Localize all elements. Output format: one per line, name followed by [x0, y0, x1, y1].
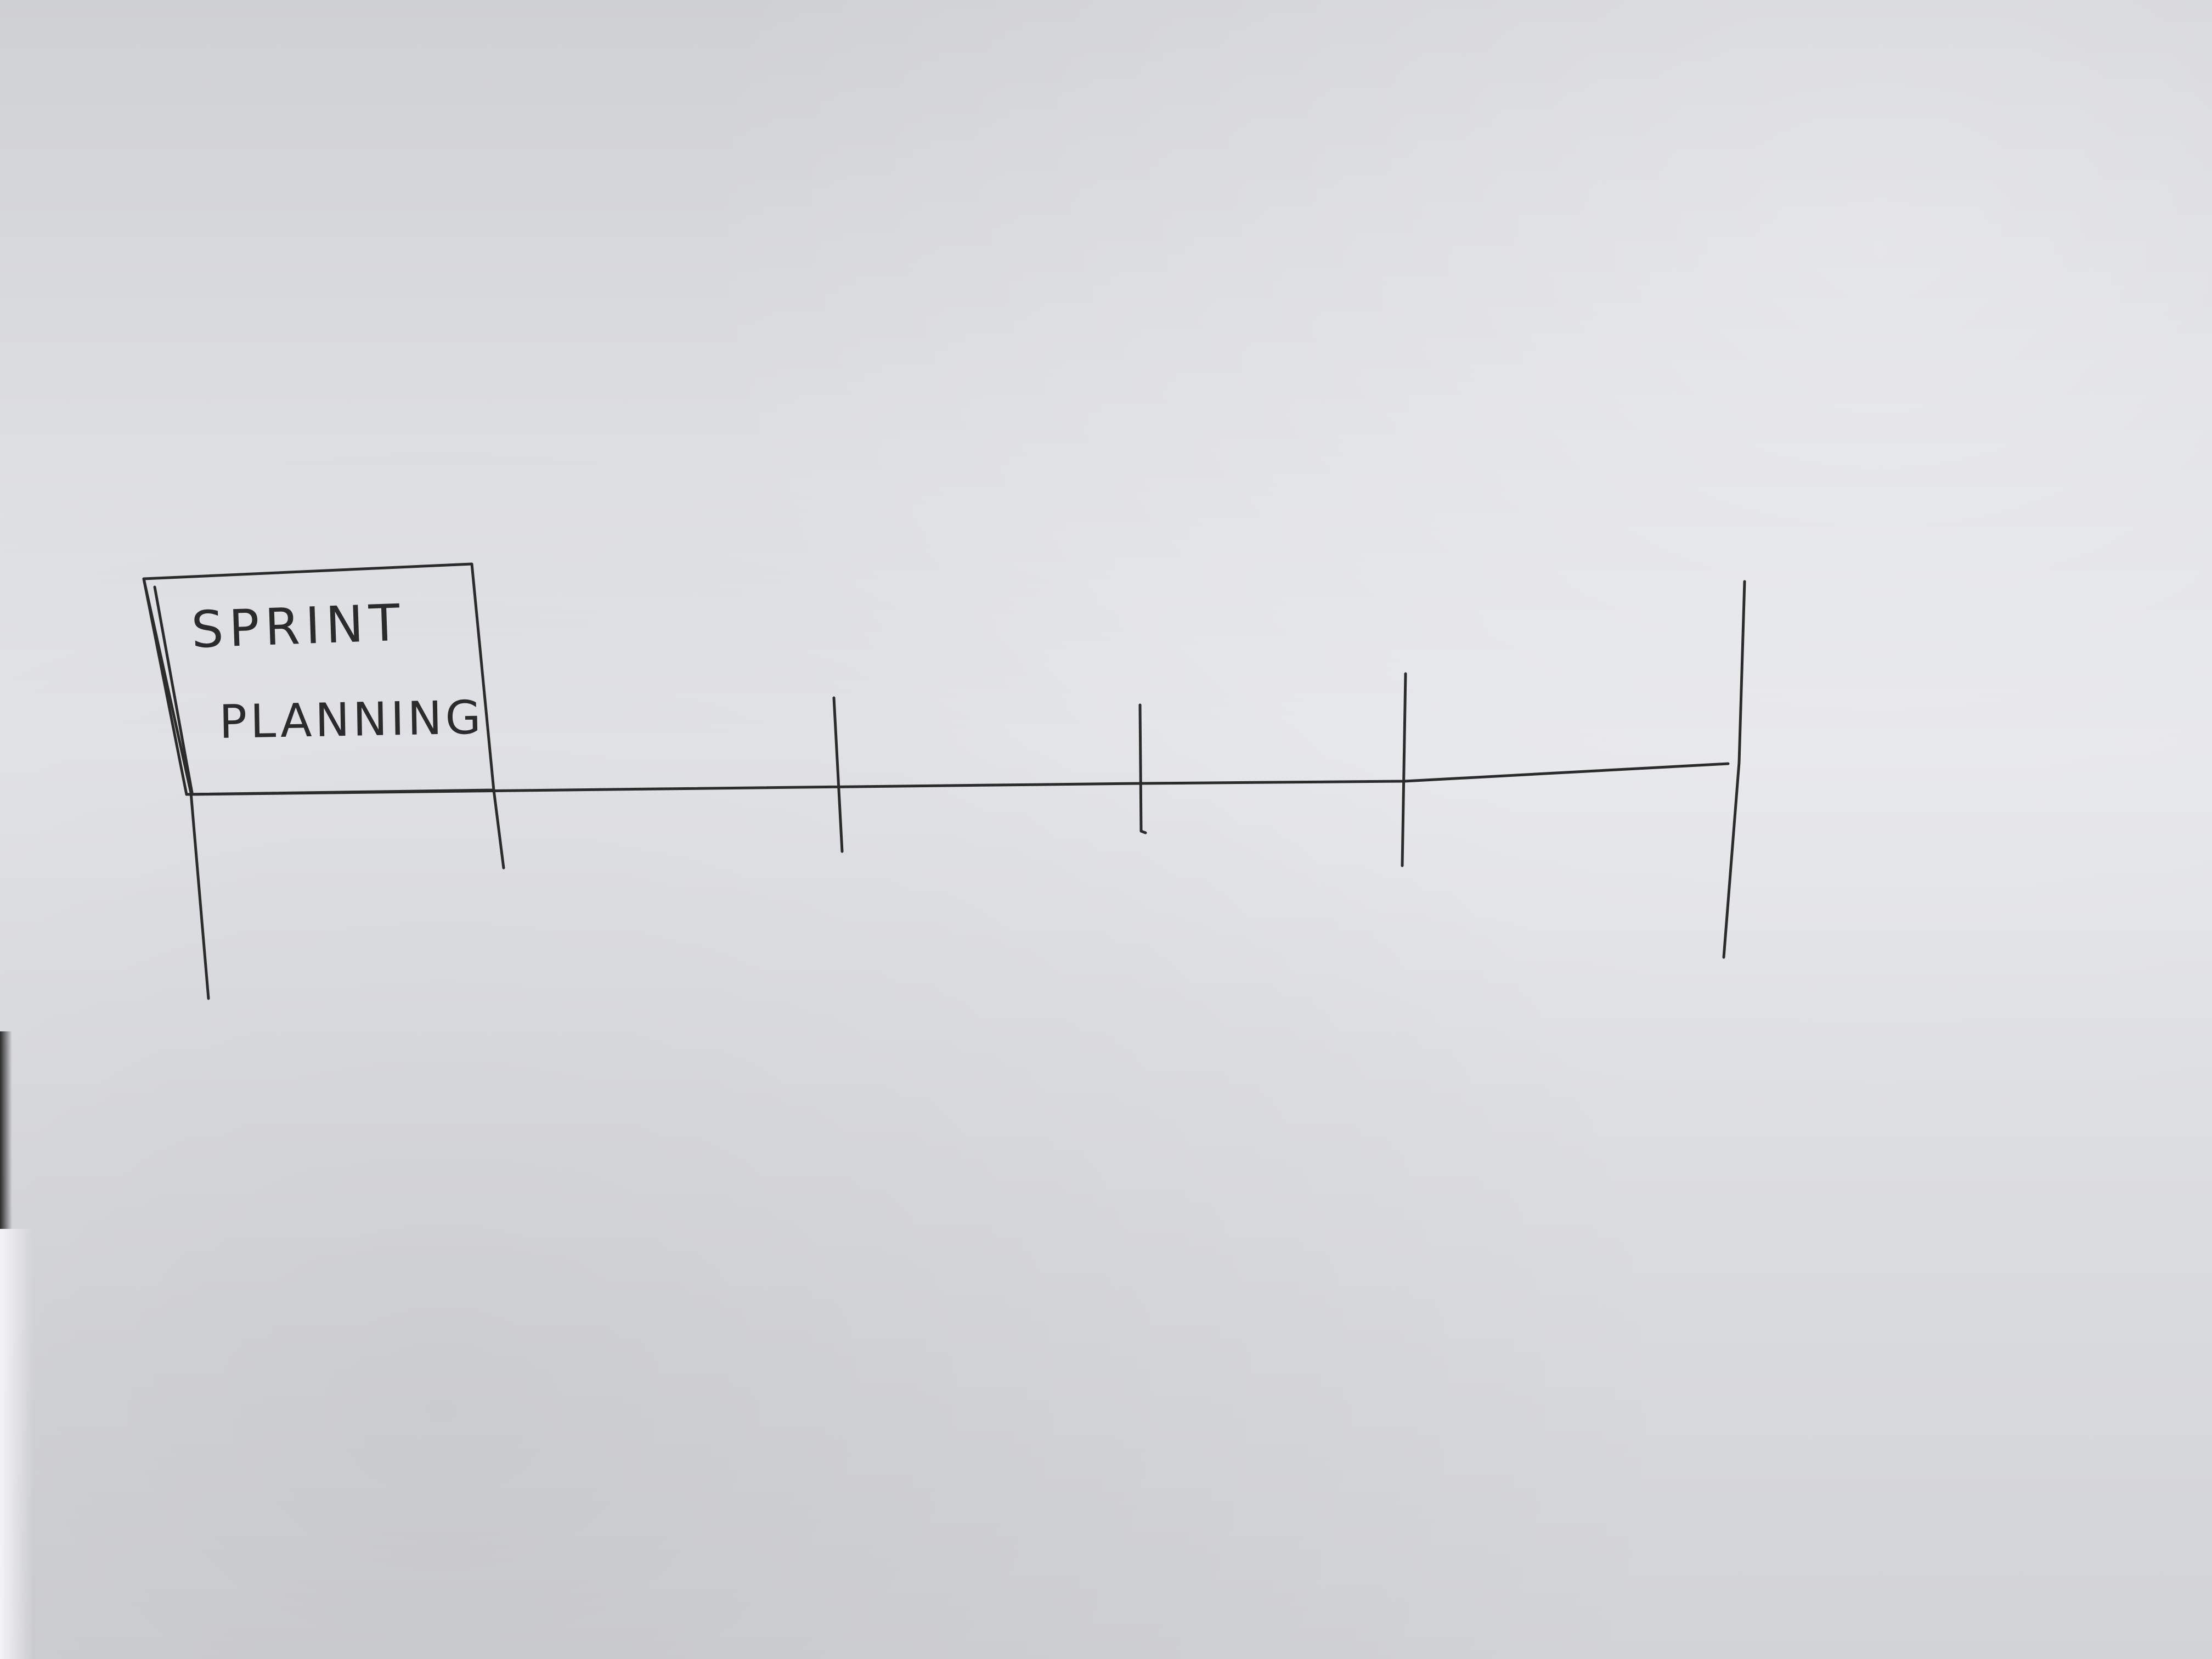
box-label-line1: SPRINT	[190, 593, 406, 659]
timeline-tick-1	[492, 788, 505, 870]
timeline-tick-2	[832, 696, 844, 853]
timeline-start-pole	[142, 577, 210, 1000]
timeline-tick-4	[1401, 672, 1407, 867]
timeline-tick-3	[1138, 703, 1147, 834]
box-label-line2: PLANNING	[219, 691, 485, 749]
paper-edge-highlight	[0, 1229, 33, 1659]
box-left-double-line	[153, 585, 194, 794]
timeline-end-marker	[1722, 580, 1746, 959]
paper-edge-shadow	[0, 1031, 12, 1229]
